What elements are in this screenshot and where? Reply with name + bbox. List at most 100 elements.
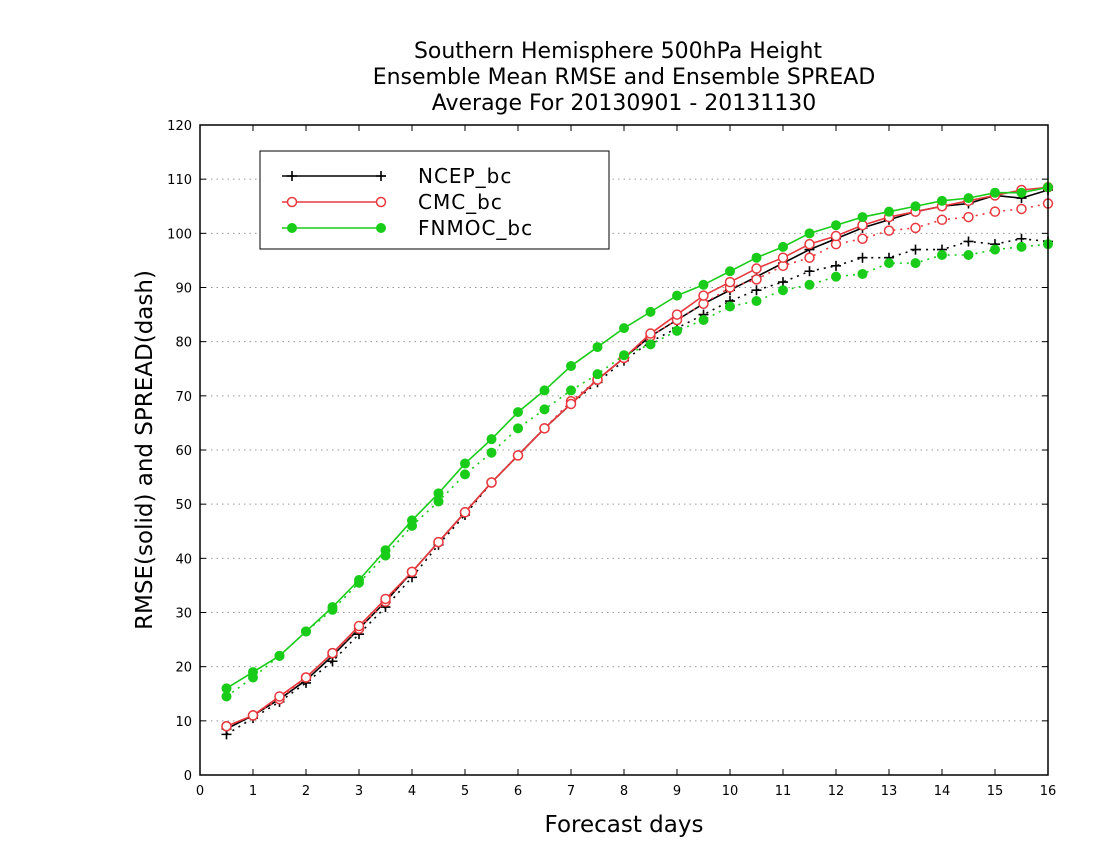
fnmoc-bc-rmse-point xyxy=(274,650,285,661)
x-tick-label: 6 xyxy=(514,784,522,799)
fnmoc-bc-rmse-point xyxy=(248,667,258,678)
ncep-bc-spread-point xyxy=(857,252,868,263)
x-tick-label: 14 xyxy=(934,784,951,799)
cmc-bc-rmse-point xyxy=(512,450,524,461)
fnmoc-bc-rmse-point xyxy=(460,458,470,469)
cmc-bc-rmse-point xyxy=(830,230,842,242)
y-tick-label: 40 xyxy=(175,552,192,567)
cmc-bc-rmse-point xyxy=(777,252,789,263)
fnmoc-bc-rmse-point xyxy=(751,252,762,263)
cmc-bc-rmse-point xyxy=(565,398,577,410)
cmc-bc-rmse-point xyxy=(486,477,497,488)
cmc-bc-rmse-point xyxy=(804,238,815,250)
cmc-bc-rmse-point xyxy=(247,710,259,721)
fnmoc-bc-rmse-point xyxy=(884,206,894,217)
cmc-bc-spread-point xyxy=(910,222,921,234)
cmc-bc-rmse-point xyxy=(406,566,418,578)
fnmoc-bc-rmse-point xyxy=(301,626,311,637)
y-tick-label: 90 xyxy=(175,282,192,297)
fnmoc-bc-rmse-point xyxy=(831,220,841,231)
cmc-bc-rmse-point xyxy=(433,536,444,548)
fnmoc-bc-rmse-point xyxy=(407,515,417,526)
x-tick-label: 5 xyxy=(461,784,469,799)
cmc-bc-spread-point xyxy=(963,211,974,223)
legend-label: NCEP_bc xyxy=(418,164,512,188)
fnmoc-bc-spread-point xyxy=(672,325,682,336)
fnmoc-bc-spread-point xyxy=(566,385,576,396)
y-axis: 0 10 20 30 40 50 60 70 80 90 100 110 120 xyxy=(167,119,1048,784)
x-tick-label: 4 xyxy=(408,784,416,799)
ncep-bc-spread-point xyxy=(963,236,974,247)
series-layer xyxy=(221,182,1054,740)
fnmoc-bc-rmse-point xyxy=(221,683,232,694)
x-tick-label: 15 xyxy=(987,784,1004,799)
fnmoc-bc-rmse-point xyxy=(857,212,868,223)
fnmoc-bc-rmse-point xyxy=(1016,187,1027,198)
legend-box xyxy=(259,150,610,250)
x-tick-label: 7 xyxy=(567,784,575,799)
fnmoc-bc-spread-point xyxy=(963,250,974,260)
fnmoc-bc-spread-point xyxy=(460,469,470,480)
cmc-bc-rmse-point xyxy=(300,672,312,683)
cmc-bc-rmse-point xyxy=(459,507,471,518)
ncep-bc-spread-point xyxy=(831,260,841,271)
x-axis: 0 1 2 3 4 5 6 7 8 9 10 11 12 13 14 15 16 xyxy=(196,125,1056,799)
y-tick-label: 60 xyxy=(175,444,192,459)
x-tick-label: 8 xyxy=(620,784,628,799)
fnmoc-bc-rmse-point xyxy=(327,602,338,613)
title-line-3: Average For 20130901 - 20131130 xyxy=(432,91,817,116)
y-tick-label: 110 xyxy=(167,173,192,188)
fnmoc-bc-spread-point xyxy=(592,369,603,380)
fnmoc-bc-spread-point xyxy=(725,301,735,312)
fnmoc-bc-spread-point xyxy=(1016,241,1027,252)
gridlines xyxy=(200,178,1048,722)
y-tick-label: 10 xyxy=(175,715,192,730)
fnmoc-bc-spread-point xyxy=(698,315,709,325)
fnmoc-bc-spread-point xyxy=(990,244,1000,255)
ncep-bc-spread-point xyxy=(910,244,921,255)
fnmoc-bc-rmse-point xyxy=(778,241,788,252)
legend-marker xyxy=(376,171,386,181)
chart-title: Southern Hemisphere 500hPa Height Ensemb… xyxy=(373,39,876,116)
cmc-bc-spread-point xyxy=(804,252,815,263)
cmc-bc-rmse-point xyxy=(380,593,391,605)
legend-item-fnmoc-bc: FNMOC_bc xyxy=(282,216,532,240)
x-tick-label: 3 xyxy=(355,784,363,799)
cmc-bc-spread-point xyxy=(936,214,948,226)
legend-marker xyxy=(286,196,298,208)
legend-label: CMC_bc xyxy=(418,190,503,214)
x-tick-label: 10 xyxy=(722,784,739,799)
x-tick-label: 12 xyxy=(828,784,845,799)
legend-item-ncep-bc: NCEP_bc xyxy=(282,164,512,188)
fnmoc-bc-spread-point xyxy=(486,447,497,458)
fnmoc-bc-spread-point xyxy=(910,258,921,269)
fnmoc-bc-rmse-point xyxy=(513,407,523,418)
cmc-bc-spread-point xyxy=(989,206,1001,217)
y-tick-label: 30 xyxy=(175,607,192,622)
fnmoc-bc-rmse-point xyxy=(619,323,629,334)
series-fnmoc-bc xyxy=(221,182,1053,702)
fnmoc-bc-rmse-point xyxy=(486,434,497,445)
cmc-bc-rmse-point xyxy=(724,276,736,288)
x-tick-label: 9 xyxy=(673,784,681,799)
fnmoc-bc-rmse-point xyxy=(539,385,550,396)
fnmoc-bc-spread-point xyxy=(513,423,523,434)
y-tick-label: 80 xyxy=(175,336,192,351)
cmc-bc-rmse-point xyxy=(645,328,656,339)
x-tick-label: 0 xyxy=(196,784,204,799)
fnmoc-bc-spread-point xyxy=(645,339,656,350)
fnmoc-bc-rmse-point xyxy=(592,342,603,353)
x-tick-label: 1 xyxy=(249,784,257,799)
cmc-bc-spread-point xyxy=(883,225,895,236)
title-line-2: Ensemble Mean RMSE and Ensemble SPREAD xyxy=(373,65,876,90)
y-tick-label: 50 xyxy=(175,498,192,513)
title-line-1: Southern Hemisphere 500hPa Height xyxy=(414,39,822,64)
fnmoc-bc-rmse-point xyxy=(354,575,364,585)
cmc-bc-spread-point xyxy=(857,233,868,244)
cmc-bc-rmse-point xyxy=(698,290,709,301)
x-tick-label: 11 xyxy=(775,784,792,799)
cmc-bc-rmse-point xyxy=(353,620,365,632)
fnmoc-bc-rmse-point xyxy=(937,195,947,206)
